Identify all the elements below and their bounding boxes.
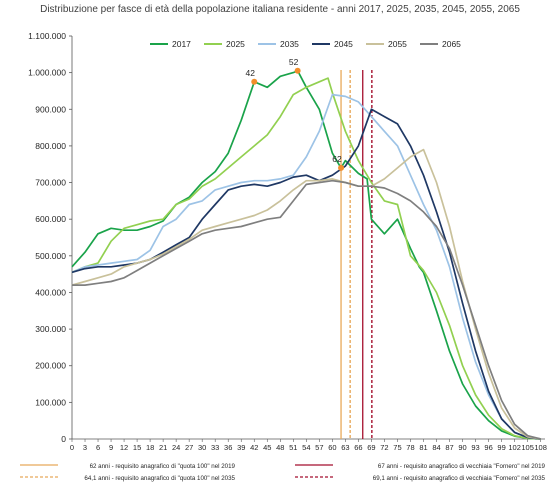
x-tick-label: 96 <box>484 443 492 452</box>
legend: 2017 2025 2035 2045 2055 2065 <box>150 39 461 49</box>
x-tick-label: 6 <box>96 443 100 452</box>
legend-label: 2055 <box>388 39 407 49</box>
reference-label: 69,1 anni - requisito anagrafico di vecc… <box>373 475 546 482</box>
reference-label: 64,1 anni - requisito anagrafico di "quo… <box>84 475 235 482</box>
reference-legend: 62 anni - requisito anagrafico di "quota… <box>20 463 546 482</box>
legend-label: 2045 <box>334 39 353 49</box>
y-tick-label: 800.000 <box>35 141 66 151</box>
annotation-label: 52 <box>289 57 299 67</box>
x-tick-label: 93 <box>471 443 479 452</box>
reference-label: 67 anni - requisito anagrafico di vecchi… <box>378 463 546 470</box>
legend-label: 2017 <box>172 39 191 49</box>
series-lines <box>71 69 541 440</box>
y-tick-label: 600.000 <box>35 214 66 224</box>
annotation-marker <box>338 164 345 171</box>
x-tick-label: 27 <box>185 443 193 452</box>
x-tick-label: 39 <box>237 443 245 452</box>
y-tick-label: 100.000 <box>35 397 66 407</box>
x-tick-label: 60 <box>328 443 336 452</box>
series-line-2035 <box>71 93 541 440</box>
y-tick-label: 900.000 <box>35 104 66 114</box>
series-line-2055 <box>71 148 541 440</box>
y-tick-label: 1.000.000 <box>28 68 66 78</box>
x-tick-label: 12 <box>120 443 128 452</box>
x-tick-label: 0 <box>70 443 74 452</box>
x-tick-label: 21 <box>159 443 167 452</box>
legend-label: 2065 <box>442 39 461 49</box>
x-tick-label: 90 <box>458 443 466 452</box>
x-tick-label: 36 <box>224 443 232 452</box>
x-tick-label: 51 <box>289 443 297 452</box>
x-tick-label: 30 <box>198 443 206 452</box>
y-tick-label: 1.100.000 <box>28 31 66 41</box>
x-tick-label: 105 <box>521 443 534 452</box>
x-tick-label: 84 <box>432 443 440 452</box>
y-tick-label: 400.000 <box>35 287 66 297</box>
x-tick-label: 69 <box>367 443 375 452</box>
x-tick-label: 57 <box>315 443 323 452</box>
series-line-2065 <box>72 179 541 440</box>
x-tick-label: 72 <box>380 443 388 452</box>
series-line-2025 <box>71 77 541 440</box>
x-tick-label: 87 <box>445 443 453 452</box>
series-line-2045 <box>71 108 541 440</box>
x-tick-label: 99 <box>497 443 505 452</box>
annotation-label: 62 <box>332 154 342 164</box>
x-tick-label: 108 <box>534 443 547 452</box>
x-tick-label: 102 <box>508 443 521 452</box>
x-tick-label: 42 <box>250 443 258 452</box>
x-tick-label: 9 <box>109 443 113 452</box>
x-tick-label: 24 <box>172 443 180 452</box>
x-tick-label: 3 <box>83 443 87 452</box>
y-tick-label: 0 <box>61 434 66 444</box>
x-tick-label: 18 <box>146 443 154 452</box>
y-tick-label: 300.000 <box>35 324 66 334</box>
annotation-marker <box>251 78 258 85</box>
x-tick-label: 81 <box>419 443 427 452</box>
x-tick-label: 63 <box>341 443 349 452</box>
axes: 0 100.000 200.000 300.000 400.000 500.000 600.… <box>28 31 547 452</box>
x-tick-label: 15 <box>133 443 141 452</box>
y-tick-label: 500.000 <box>35 251 66 261</box>
x-tick-label: 66 <box>354 443 362 452</box>
reference-label: 62 anni - requisito anagrafico di "quota… <box>90 463 236 470</box>
x-tick-label: 45 <box>263 443 271 452</box>
y-tick-label: 200.000 <box>35 361 66 371</box>
x-tick-label: 78 <box>406 443 414 452</box>
x-tick-label: 75 <box>393 443 401 452</box>
chart-title: Distribuzione per fasce di età della pop… <box>40 4 520 15</box>
legend-label: 2035 <box>280 39 299 49</box>
legend-label: 2025 <box>226 39 245 49</box>
x-tick-label: 33 <box>211 443 219 452</box>
annotation-label: 42 <box>246 68 256 78</box>
y-tick-label: 700.000 <box>35 178 66 188</box>
series-line-2017 <box>71 69 541 440</box>
x-tick-label: 48 <box>276 443 284 452</box>
annotations: 42 52 62 <box>246 57 345 171</box>
annotation-marker <box>294 67 301 74</box>
x-tick-label: 54 <box>302 443 310 452</box>
reference-lines <box>340 70 373 439</box>
